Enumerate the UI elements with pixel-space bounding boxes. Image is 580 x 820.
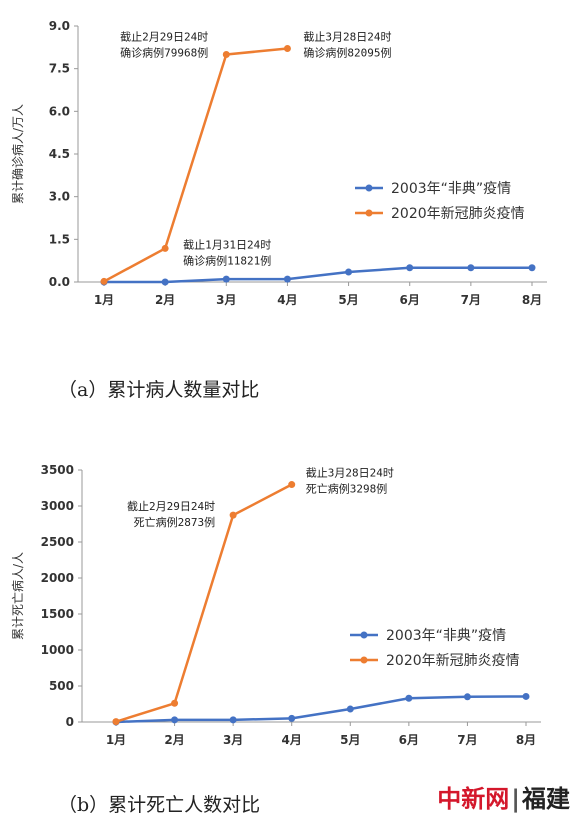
y-tick-label: 1000 — [41, 643, 74, 657]
annotation-text: 确诊病例82095例 — [303, 45, 391, 59]
watermark-brand: 中新网 — [437, 785, 510, 813]
series-line-sars-2003 — [115, 695, 527, 724]
legend-marker — [365, 184, 373, 192]
x-tick-label: 6月 — [400, 293, 420, 307]
x-tick-label: 3月 — [216, 293, 236, 307]
x-tick-label: 8月 — [522, 293, 542, 307]
annotation-text: 截止3月28日24时 — [306, 466, 394, 480]
x-tick-label: 1月 — [94, 293, 114, 307]
cumulative-deaths-chart: 0 500 1000 1500 2000 2500 3000 3500 1月 2月 3月 4月 5月 6月… — [0, 445, 580, 770]
data-point — [161, 244, 169, 252]
data-point — [346, 705, 354, 713]
y-tick-label: 1.5 — [49, 232, 70, 246]
data-point — [222, 51, 230, 59]
watermark-separator: | — [511, 785, 520, 813]
legend-marker — [360, 631, 368, 639]
y-tick-label: 6.0 — [49, 104, 70, 118]
legend-label: 2003年“非典”疫情 — [391, 181, 511, 197]
data-point — [288, 714, 296, 722]
y-tick-label: 500 — [49, 679, 74, 693]
annotation-text: 死亡病例3298例 — [306, 482, 388, 496]
series-line-covid-2020 — [103, 47, 288, 283]
x-tick-label: 7月 — [461, 293, 481, 307]
x-tick-label: 3月 — [223, 733, 243, 747]
data-point — [467, 264, 475, 272]
x-tick-label: 6月 — [399, 733, 419, 747]
x-tick-label: 4月 — [277, 293, 297, 307]
x-tick-label: 7月 — [457, 733, 477, 747]
legend-label: 2003年“非典”疫情 — [386, 628, 506, 644]
y-tick-label: 4.5 — [49, 147, 70, 161]
data-point — [229, 511, 237, 519]
annotation-text: 截止1月31日24时 — [183, 237, 271, 251]
data-point — [171, 716, 179, 724]
y-tick-label: 9.0 — [49, 19, 70, 33]
annotation-text: 截止2月29日24时 — [120, 30, 208, 44]
annotation-text: 截止3月28日24时 — [303, 29, 391, 43]
data-point — [283, 275, 291, 283]
x-tick-label: 5月 — [340, 733, 360, 747]
y-tick-label: 3000 — [41, 499, 74, 513]
cumulative-deaths-svg: 0 500 1000 1500 2000 2500 3000 3500 1月 2月 3月 4月 5月 6月… — [10, 463, 541, 747]
legend-label: 2020年新冠肺炎疫情 — [391, 206, 525, 222]
data-point — [283, 44, 291, 52]
x-tick-label: 2月 — [164, 733, 184, 747]
data-point — [463, 693, 471, 701]
cumulative-cases-svg: 0.0 1.5 3.0 4.5 6.0 7.5 9.0 1月 2月 3月 4月 5月 6月 7月 8月 累计确… — [10, 19, 547, 307]
chart-a-caption: （a）累计病人数量对比 — [58, 379, 260, 401]
data-point — [528, 264, 536, 272]
legend-label: 2020年新冠肺炎疫情 — [386, 653, 520, 669]
cumulative-cases-chart: 0.0 1.5 3.0 4.5 6.0 7.5 9.0 1月 2月 3月 4月 5月 6月 7月 8月 累计确… — [0, 0, 580, 330]
data-point — [112, 718, 120, 726]
chart-b-caption: （b）累计死亡人数对比 — [58, 794, 261, 816]
y-tick-label: 1500 — [41, 607, 74, 621]
y-tick-label: 2000 — [41, 571, 74, 585]
data-point — [288, 481, 296, 489]
data-point — [222, 275, 230, 283]
annotation-text: 确诊病例79968例 — [120, 46, 208, 60]
data-point — [229, 716, 237, 724]
data-point — [522, 692, 530, 700]
annotation-text: 确诊病例11821例 — [183, 253, 271, 267]
x-tick-label: 8月 — [516, 733, 536, 747]
data-point — [345, 268, 353, 276]
data-point — [405, 694, 413, 702]
x-tick-label: 2月 — [155, 293, 175, 307]
watermark-region: 福建 — [522, 785, 570, 813]
watermark-logo: 中新网|福建 — [437, 779, 570, 814]
annotation-text: 截止2月29日24时 — [127, 499, 215, 513]
data-point — [161, 278, 169, 286]
annotation-text: 死亡病例2873例 — [134, 515, 216, 529]
legend-marker — [365, 209, 373, 217]
data-point — [100, 277, 108, 285]
series-line-sars-2003 — [104, 266, 532, 284]
x-tick-label: 4月 — [282, 733, 302, 747]
y-tick-label: 7.5 — [49, 62, 70, 76]
y-tick-label: 3500 — [41, 463, 74, 477]
data-point — [406, 264, 414, 272]
y-axis-label: 累计确诊病人/万人 — [10, 104, 25, 204]
legend-marker — [360, 656, 368, 664]
y-tick-label: 0 — [66, 715, 74, 729]
data-point — [171, 699, 179, 707]
y-tick-label: 0.0 — [49, 275, 70, 289]
y-axis-label: 累计死亡病人/人 — [10, 552, 25, 640]
y-tick-label: 2500 — [41, 535, 74, 549]
x-tick-label: 1月 — [106, 733, 126, 747]
series-line-covid-2020 — [115, 483, 293, 723]
y-tick-label: 3.0 — [49, 190, 70, 204]
x-tick-label: 5月 — [338, 293, 358, 307]
